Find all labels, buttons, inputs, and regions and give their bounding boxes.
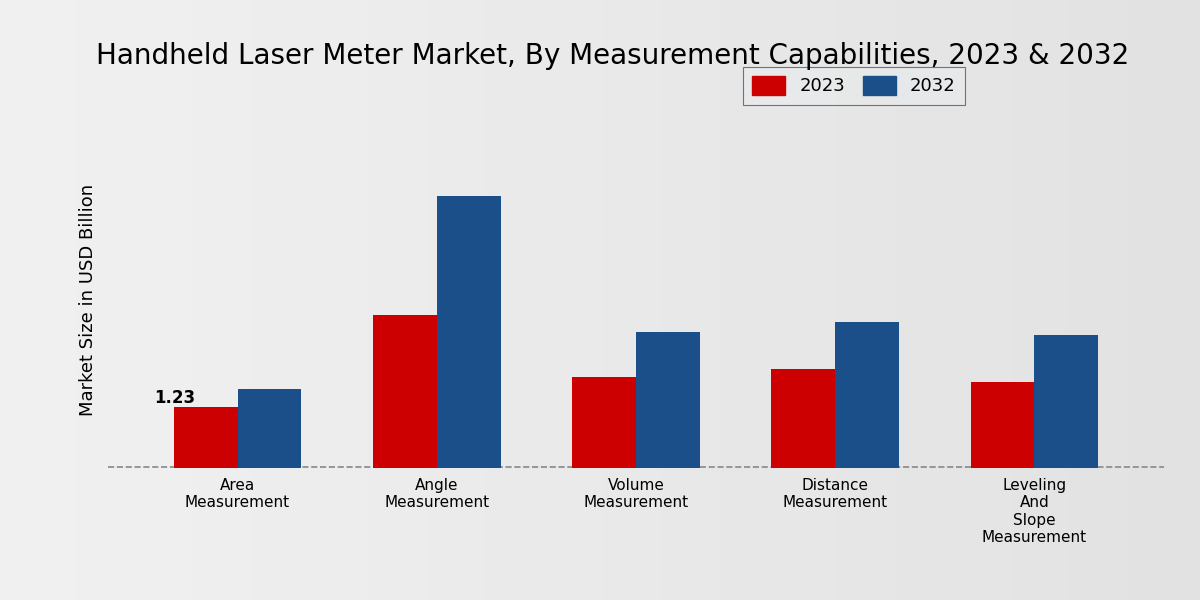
Bar bbox=[373, 315, 437, 468]
Bar bbox=[572, 377, 636, 468]
Bar bbox=[971, 382, 1034, 468]
Legend: 2023, 2032: 2023, 2032 bbox=[743, 67, 965, 104]
Y-axis label: Market Size in USD Billion: Market Size in USD Billion bbox=[79, 184, 97, 416]
Bar bbox=[835, 322, 899, 468]
Bar bbox=[636, 332, 700, 468]
Bar bbox=[174, 407, 238, 468]
Bar bbox=[1034, 335, 1098, 468]
Text: 1.23: 1.23 bbox=[155, 389, 196, 407]
Bar bbox=[772, 369, 835, 468]
Bar bbox=[437, 196, 500, 468]
Bar bbox=[238, 389, 301, 468]
Text: Handheld Laser Meter Market, By Measurement Capabilities, 2023 & 2032: Handheld Laser Meter Market, By Measurem… bbox=[96, 42, 1129, 70]
